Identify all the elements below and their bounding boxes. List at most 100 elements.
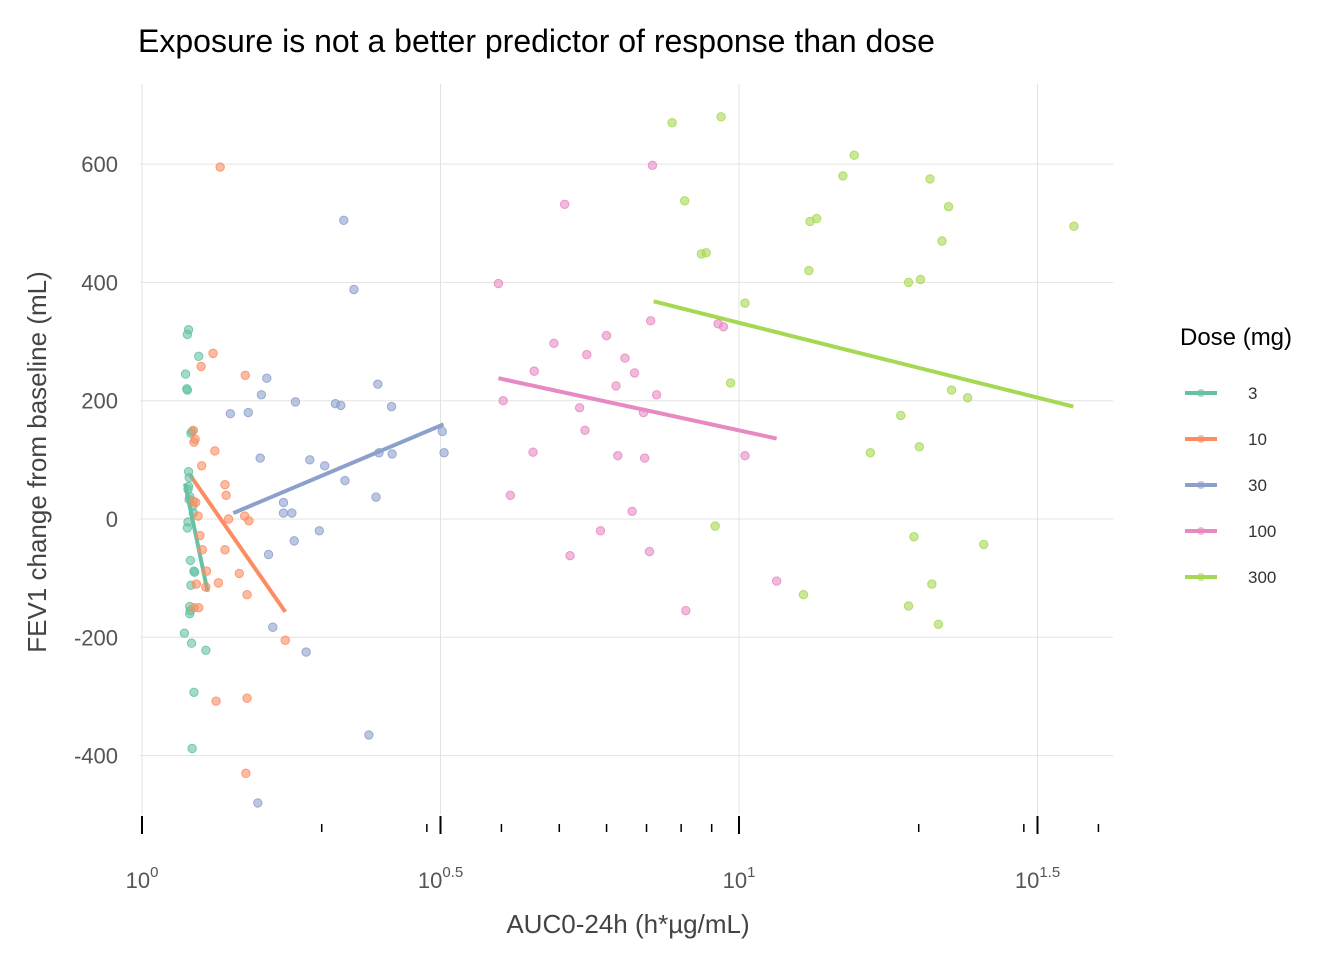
data-point-100 [647,160,658,170]
y-tick-label: 400 [81,270,118,295]
data-point-100 [638,407,649,418]
data-point-100 [601,330,612,341]
data-point-10 [234,568,245,579]
data-point-30 [314,526,325,536]
data-point-30 [278,508,289,518]
data-point-30 [289,536,299,546]
data-point-300 [962,393,973,403]
data-point-100 [681,605,691,616]
data-point-10 [194,603,204,613]
data-point-100 [529,366,539,376]
data-point-10 [197,545,207,555]
data-point-10 [188,425,199,435]
data-point-10 [244,516,254,526]
data-point-10 [280,635,290,645]
data-point-300 [849,150,859,160]
data-point-100 [574,403,585,413]
data-point-10 [196,361,206,372]
data-point-100 [718,322,729,332]
data-point-300 [903,601,914,611]
data-point-100 [580,425,590,435]
data-point-3 [194,351,204,362]
data-point-300 [740,298,750,308]
data-point-100 [771,576,782,586]
x-axis-title: AUC0-24h (h*µg/mL) [506,909,749,939]
data-point-10 [220,479,230,490]
data-point-3 [189,567,200,577]
data-point-100 [595,526,606,536]
y-tick-label: 200 [81,389,118,414]
data-point-300 [811,213,822,224]
data-point-10 [191,579,202,589]
data-point-10 [242,590,252,600]
data-point-300 [915,274,926,285]
data-point-100 [639,453,650,463]
grid [140,84,1113,815]
data-point-300 [946,385,957,395]
data-point-3 [185,555,196,566]
x-tick-label: 101 [723,864,756,893]
data-point-30 [278,497,289,508]
legend-title: Dose (mg) [1180,324,1292,351]
data-point-30 [243,407,253,418]
data-point-30 [263,549,274,560]
data-point-10 [223,514,234,524]
data-point-30 [437,426,447,437]
fit-line-30 [232,422,445,515]
data-point-3 [184,472,194,483]
data-point-300 [903,277,914,288]
data-point-10 [220,545,230,555]
data-point-10 [213,578,224,588]
data-point-100 [620,353,630,363]
data-point-300 [710,521,720,531]
data-point-30 [290,397,301,407]
data-point-3 [187,743,197,754]
data-point-10 [240,370,250,380]
data-point-100 [528,447,538,457]
x-axis: 100 100.5 101 101.5 [126,816,1100,893]
data-point-30 [386,401,397,412]
data-point-300 [927,579,937,589]
data-point-30 [340,475,350,486]
data-point-30 [255,453,265,463]
data-point-10 [210,446,220,456]
data-point-300 [933,619,944,629]
data-point-3 [189,687,199,698]
data-point-30 [268,622,278,632]
data-point-100 [613,451,623,461]
data-point-10 [208,348,218,359]
data-point-10 [190,434,200,444]
data-points [179,112,1079,808]
chart-title: Exposure is not a better predictor of re… [138,23,935,59]
data-point-300 [725,378,736,388]
legend: Dose (mg) 3 10 30 100 300 [1180,324,1292,587]
data-point-100 [582,349,592,360]
data-point-100 [740,451,750,461]
data-point-100 [498,396,508,406]
data-point-10 [241,768,251,779]
data-point-300 [1069,221,1079,231]
legend-label-30: 30 [1248,476,1267,495]
data-point-30 [336,400,346,411]
y-axis: -400 -200 0 200 400 600 [74,152,118,769]
data-point-10 [221,490,231,501]
legend-key-point-3 [1197,389,1205,397]
data-point-100 [549,338,559,349]
data-point-10 [201,566,212,576]
data-point-30 [256,390,267,400]
data-point-30 [253,798,263,808]
data-point-30 [364,730,374,740]
legend-key-point-30 [1197,481,1205,489]
data-point-100 [651,390,662,400]
data-point-100 [505,490,516,501]
data-point-30 [374,448,384,458]
data-point-30 [301,647,311,657]
data-point-300 [979,539,989,550]
fit-line-300 [653,299,1074,409]
y-tick-label: -400 [74,744,118,769]
x-tick-label: 101.5 [1015,864,1060,893]
data-point-3 [183,325,194,335]
data-point-100 [493,278,504,289]
data-point-300 [914,442,924,452]
data-point-300 [865,448,876,458]
